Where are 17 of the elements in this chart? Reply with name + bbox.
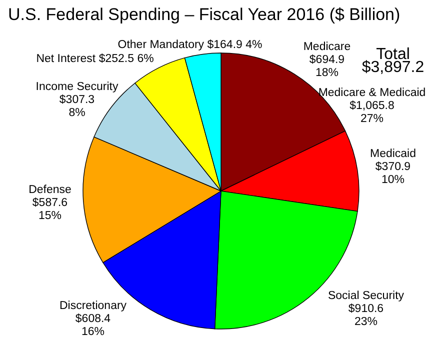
data-label: $910.6 23% bbox=[348, 303, 384, 328]
text: Medicare & Medicaid $1,065.8 27% bbox=[318, 87, 426, 125]
data-label: $694.9 18% bbox=[309, 54, 345, 79]
slice-label: Income Security bbox=[36, 81, 118, 93]
data-label: $587.6 15% bbox=[32, 197, 68, 222]
slice-label: Defense bbox=[28, 184, 72, 196]
slice-label: Medicaid bbox=[370, 148, 416, 160]
slice-label: Other Mandatory $164.9 4% bbox=[118, 39, 262, 51]
slice-label: Social Security bbox=[328, 290, 404, 302]
chart-title: U.S. Federal Spending – Fiscal Year 2016 ($ Billion) bbox=[8, 5, 400, 24]
text: Total $3,897.2 bbox=[362, 46, 424, 76]
data-label: $608.4 16% bbox=[75, 313, 112, 338]
data-label: $307.3 8% bbox=[59, 94, 95, 119]
slice-label: Medicare bbox=[303, 41, 351, 53]
slice-label: Discretionary bbox=[59, 300, 127, 312]
slice-label: Net Interest $252.5 6% bbox=[36, 53, 154, 65]
data-label: $370.9 10% bbox=[375, 161, 411, 186]
